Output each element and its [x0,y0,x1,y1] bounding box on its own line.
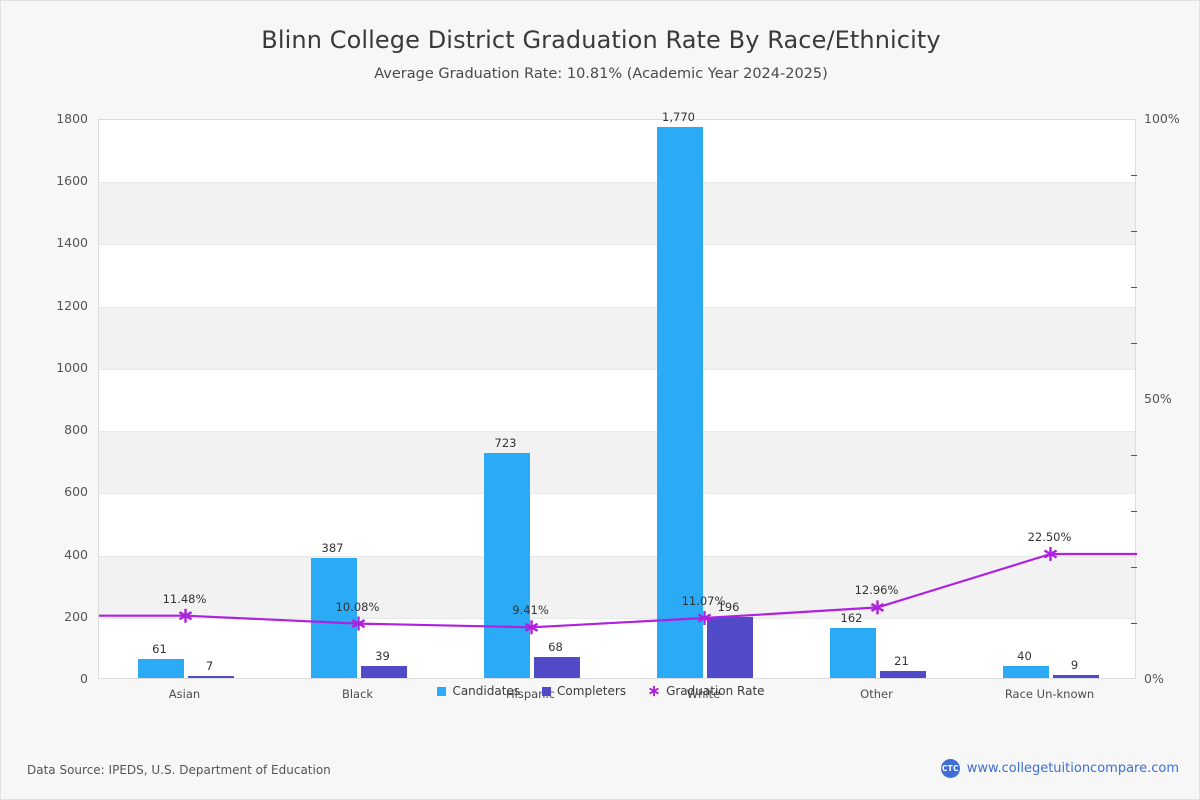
legend-star-icon [649,685,660,697]
gridline [99,555,1135,557]
band-row [99,431,1135,494]
chart-legend[interactable]: Candidates Completers Graduation Rate [1,684,1200,698]
ctc-logo-icon: CTC [940,759,960,778]
rate-value-label: 9.41% [512,603,549,618]
rate-value-label: 12.96% [854,583,899,598]
bar-value-completers: 196 [717,600,740,615]
chart-header: Blinn College District Graduation Rate B… [1,1,1200,83]
right-axis-tick: 50% [1144,391,1172,406]
rate-value-label: 10.08% [335,599,380,614]
gridline [99,244,1135,246]
bar-value-completers: 68 [548,639,563,654]
band-row [99,306,1135,369]
right-axis-minor-tick [1131,511,1137,512]
bar-completers[interactable] [360,665,407,678]
bar-value-candidates: 162 [840,610,863,625]
bar-value-candidates: 1,770 [662,110,695,125]
category-label-white: White [686,687,721,701]
legend-label: Candidates [452,684,521,698]
gridline [99,493,1135,495]
category-label-asian: Asian [168,687,201,701]
legend-item-candidates[interactable]: Candidates [437,684,520,698]
legend-label: Completers [557,684,627,698]
bar-value-candidates: 387 [321,540,344,555]
left-axis-tick: 1600 [56,173,88,189]
category-label-black: Black [341,687,374,701]
right-axis-tick: 0% [1144,671,1164,686]
bar-value-completers: 9 [1070,658,1079,673]
bar-completers[interactable] [706,617,753,678]
bar-value-completers: 39 [375,648,390,663]
bar-value-completers: 7 [205,658,214,673]
gridline [99,431,1135,433]
bar-candidates[interactable] [483,453,530,678]
gridline [99,306,1135,308]
site-url-link[interactable]: www.collegetuitioncompare.com [966,760,1179,776]
bar-value-candidates: 723 [494,436,517,451]
band-row [99,555,1135,618]
bar-candidates[interactable] [310,557,357,678]
right-axis-minor-tick [1131,343,1137,344]
rate-value-label: 11.07% [681,594,726,608]
legend-swatch-icon [542,686,552,696]
bar-candidates[interactable] [829,627,876,678]
plot-area [98,119,1137,679]
legend-item-completers[interactable]: Completers [542,684,626,698]
bar-value-candidates: 40 [1017,648,1032,663]
right-axis-minor-tick [1131,623,1137,624]
bar-value-candidates: 61 [152,642,167,657]
left-axis-tick: 1000 [56,359,88,375]
bar-completers[interactable] [187,675,234,678]
left-axis-tick: 600 [64,484,88,500]
legend-label: Graduation Rate [666,684,765,698]
gridline [99,368,1135,370]
left-axis-tick: 1200 [56,297,88,313]
right-axis-minor-tick [1131,567,1137,568]
category-label-race-un-known: Race Un-known [1004,687,1095,701]
left-axis-tick: 800 [64,422,88,438]
bar-completers[interactable] [1052,675,1099,678]
right-axis-minor-tick [1131,455,1137,456]
right-axis-minor-tick [1131,175,1137,176]
rate-value-label: 11.48% [162,591,207,606]
left-axis-tick: 200 [64,608,88,624]
category-label-other: Other [860,687,893,701]
left-axis-tick: 400 [64,546,88,562]
data-source-note: Data Source: IPEDS, U.S. Department of E… [27,763,331,777]
left-axis-tick: 1400 [56,235,88,251]
left-axis-tick: 1800 [56,111,88,126]
bar-candidates[interactable] [1002,665,1049,678]
rate-value-label: 22.50% [1027,530,1072,544]
left-axis-tick: 0 [80,671,88,686]
gridline [99,182,1135,184]
bar-completers[interactable] [533,656,580,678]
band-row [99,182,1135,245]
site-credit[interactable]: CTC www.collegetuitioncompare.com [940,759,1179,778]
gridline [99,617,1135,619]
right-axis-minor-tick [1131,287,1137,288]
chart-footer: Data Source: IPEDS, U.S. Department of E… [1,759,1200,781]
bar-completers[interactable] [879,671,926,678]
legend-swatch-icon [437,686,447,696]
bar-candidates[interactable] [137,659,184,678]
right-axis-minor-tick [1131,231,1137,232]
bar-value-completers: 21 [894,654,909,669]
legend-item-graduation-rate[interactable]: Graduation Rate [648,684,765,698]
chart-title: Blinn College District Graduation Rate B… [261,26,941,54]
chart-subtitle: Average Graduation Rate: 10.81% (Academi… [374,66,828,82]
right-axis-tick: 100% [1144,111,1180,126]
